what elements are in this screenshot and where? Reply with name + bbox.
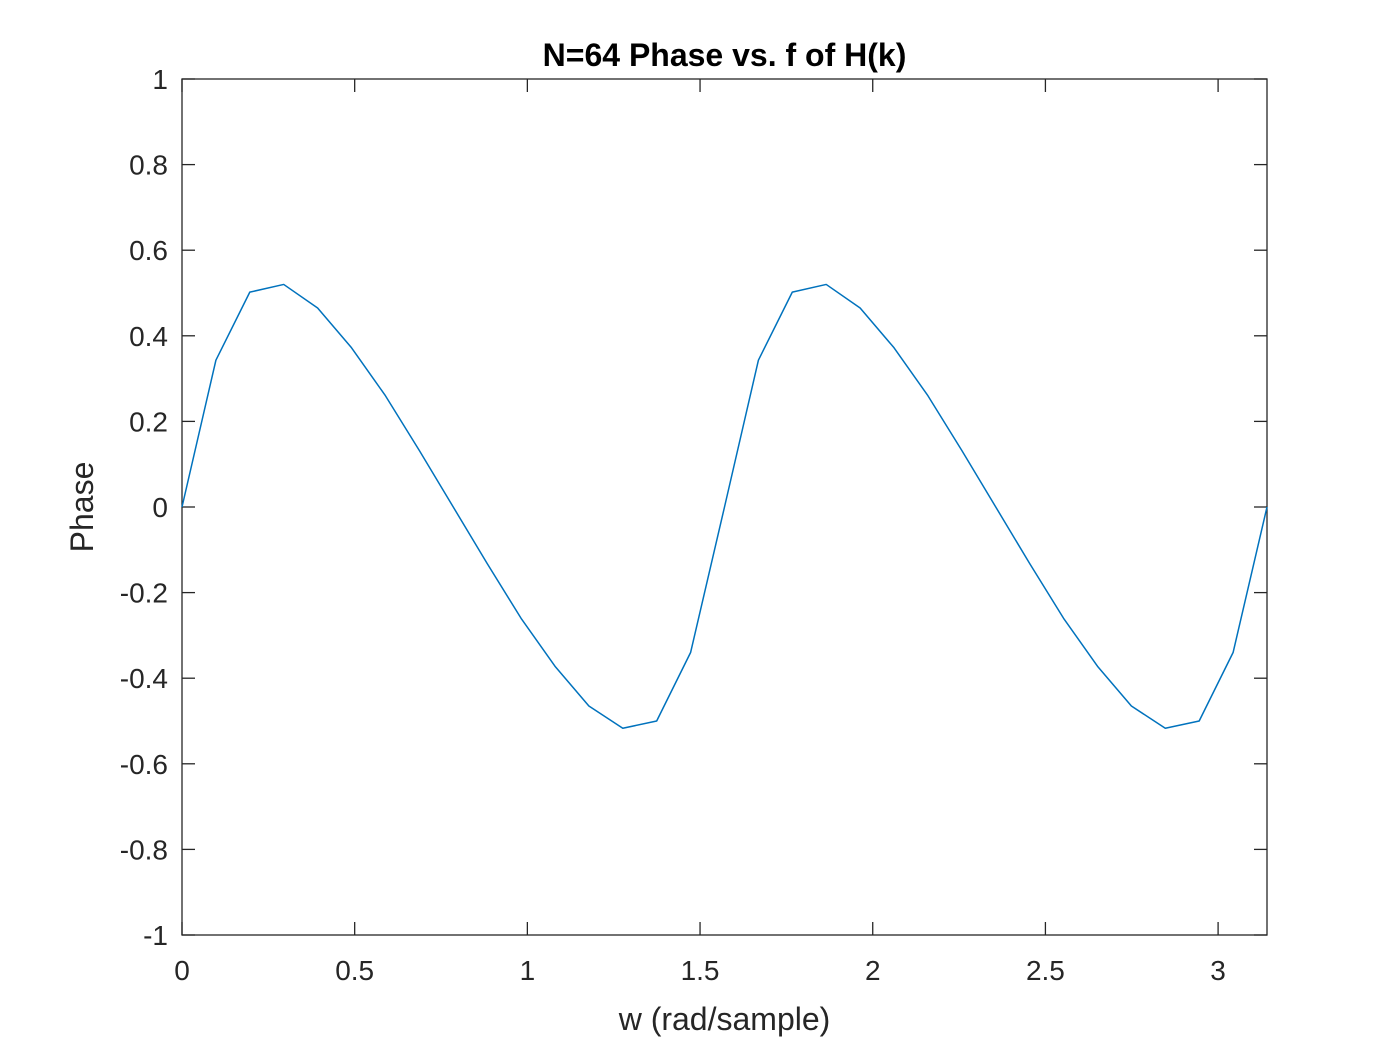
y-tick-label: 1 xyxy=(152,64,168,95)
y-tick-label: -1 xyxy=(143,920,168,951)
y-tick-label: -0.8 xyxy=(120,834,168,865)
x-tick-label: 0.5 xyxy=(335,955,374,986)
y-tick-label: -0.6 xyxy=(120,749,168,780)
series-layer xyxy=(181,283,1268,730)
chart-title: N=64 Phase vs. f of H(k) xyxy=(543,37,907,73)
x-tick-label: 2.5 xyxy=(1026,955,1065,986)
y-axis-label: Phase xyxy=(64,462,100,553)
y-tick-label: -0.4 xyxy=(120,663,168,694)
y-tick-label: 0.2 xyxy=(129,406,168,437)
x-tick-label: 1.5 xyxy=(681,955,720,986)
tick-labels: 0 0.5 1 1.5 2 2.5 3 -1 -0.8 -0.6 -0.4 -0.2 0 0.2 0.4 0.… xyxy=(120,64,1226,986)
y-tick-label: 0.6 xyxy=(129,235,168,266)
y-tick-label: -0.2 xyxy=(120,578,168,609)
tick-marks xyxy=(181,78,1267,936)
x-tick-label: 2 xyxy=(865,955,881,986)
x-tick-label: 0 xyxy=(174,955,190,986)
y-tick-label: 0.8 xyxy=(129,150,168,181)
x-axis-label: w (rad/sample) xyxy=(618,1001,831,1037)
y-tick-label: 0 xyxy=(152,492,168,523)
x-tick-label: 3 xyxy=(1210,955,1226,986)
x-tick-label: 1 xyxy=(520,955,536,986)
y-tick-label: 0.4 xyxy=(129,321,168,352)
series-line-0 xyxy=(181,283,1268,730)
